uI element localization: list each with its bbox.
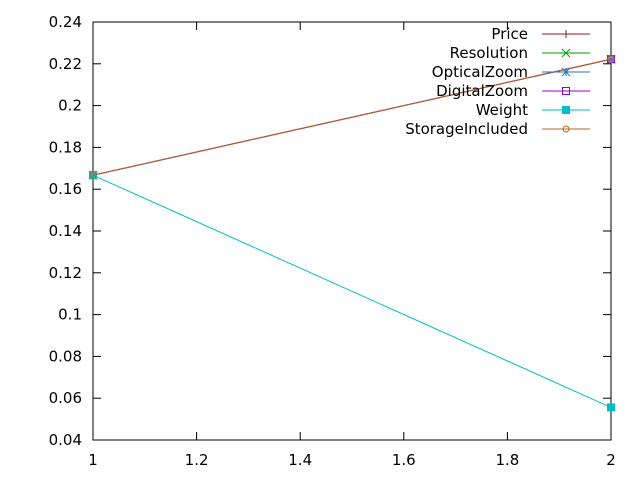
y-tick-label: 0.16 — [49, 180, 82, 198]
x-tick-label: 1.6 — [392, 451, 416, 469]
legend-swatch-marker — [562, 106, 570, 114]
y-tick-label: 0.1 — [58, 306, 82, 324]
plot-frame — [92, 21, 612, 441]
legend-label: Price — [491, 25, 528, 43]
y-tick-label: 0.18 — [49, 138, 82, 156]
legend-entry-price: Price — [491, 25, 590, 43]
legend-swatch-marker — [562, 125, 570, 133]
data-point — [607, 55, 615, 63]
series-storageincluded — [89, 55, 615, 179]
y-tick-label: 0.08 — [49, 347, 82, 365]
legend-label: DigitalZoom — [436, 82, 528, 100]
y-tick-label: 0.2 — [58, 97, 82, 115]
series-weight — [89, 171, 615, 412]
series-line — [92, 58, 612, 176]
legend-entry-resolution: Resolution — [450, 44, 590, 62]
x-tick-label: 1.2 — [185, 451, 209, 469]
axes-layer: 0.04 0.06 0.08 0.1 0.12 0.14 0.16 0.18 0.2 0.22 0.… — [49, 13, 616, 469]
legend-label: StorageIncluded — [405, 120, 528, 138]
series-layer — [88, 54, 616, 412]
legend: PriceResolutionOpticalZoomDigitalZoomWei… — [405, 25, 590, 138]
legend-swatch-marker — [562, 87, 570, 95]
y-tick-label: 0.06 — [49, 389, 82, 407]
legend-entry-digitalzoom: DigitalZoom — [436, 82, 590, 100]
legend-swatch-marker — [561, 67, 571, 77]
x-tick-label: 2 — [606, 451, 616, 469]
legend-label: Resolution — [450, 44, 528, 62]
y-tick-label: 0.24 — [49, 13, 82, 31]
legend-entry-weight: Weight — [476, 101, 590, 119]
y-tick-label: 0.14 — [49, 222, 82, 240]
legend-label: Weight — [476, 101, 528, 119]
legend-label: OpticalZoom — [432, 63, 528, 81]
series-line — [92, 174, 612, 408]
y-tick-label: 0.04 — [49, 431, 82, 449]
legend-entry-opticalzoom: OpticalZoom — [432, 63, 590, 81]
legend-entry-storageincluded: StorageIncluded — [405, 120, 590, 138]
x-tick-label: 1 — [88, 451, 98, 469]
x-tick-label: 1.8 — [495, 451, 519, 469]
data-point — [607, 403, 615, 412]
y-tick-label: 0.22 — [49, 55, 82, 73]
data-point — [89, 171, 97, 179]
legend-swatch-marker — [561, 48, 571, 58]
y-tick-label: 0.12 — [49, 264, 82, 282]
legend-swatch-marker — [562, 30, 570, 38]
x-tick-label: 1.4 — [288, 451, 312, 469]
